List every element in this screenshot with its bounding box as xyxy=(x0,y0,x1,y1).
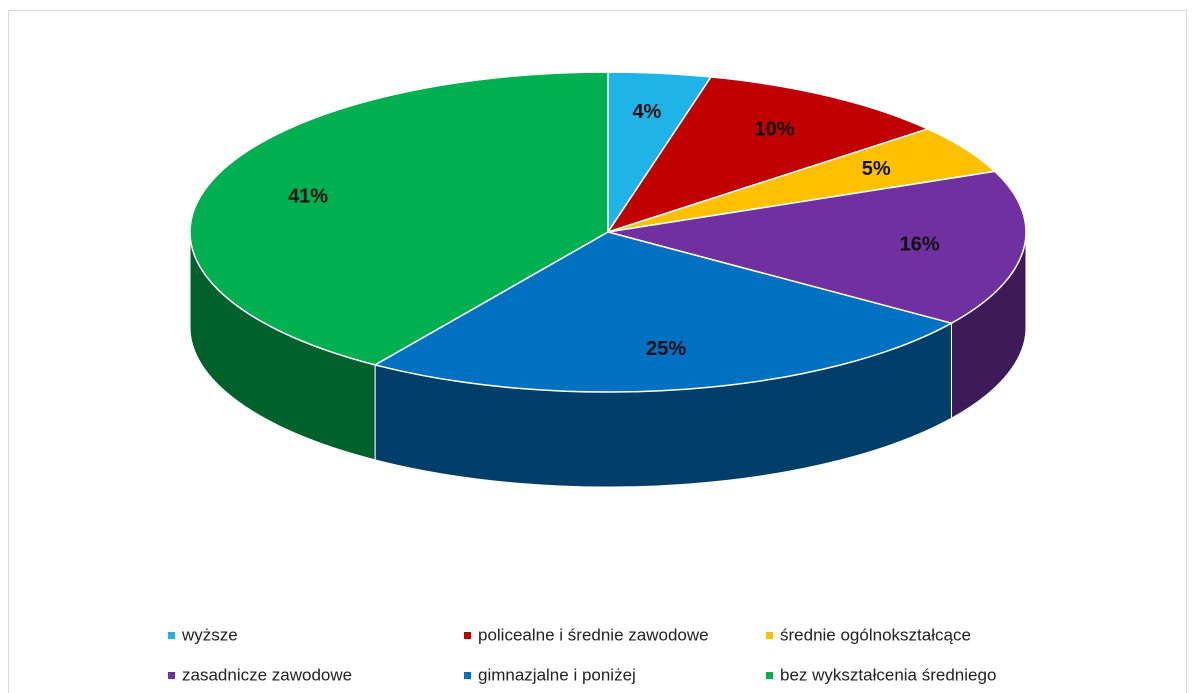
data-label: 4% xyxy=(632,101,661,123)
pie-slice xyxy=(607,170,1027,325)
legend-swatch xyxy=(766,632,773,639)
legend-label: wyższe xyxy=(181,625,238,644)
legend-swatch xyxy=(464,672,471,679)
legend-label: zasadnicze zawodowe xyxy=(182,665,352,684)
pie-slice xyxy=(373,231,954,393)
legend-swatch xyxy=(168,632,175,639)
data-label: 41% xyxy=(288,185,328,207)
pie-slice xyxy=(189,71,609,366)
pie-slice xyxy=(606,76,930,234)
legend-swatch xyxy=(766,672,773,679)
legend-label: średnie ogólnokształcące xyxy=(780,625,971,644)
legend-label: policealne i średnie zawodowe xyxy=(478,625,709,644)
data-label: 5% xyxy=(862,158,891,180)
legend-swatch xyxy=(464,632,471,639)
legend-label: gimnazjalne i poniżej xyxy=(478,665,636,684)
data-label: 25% xyxy=(646,338,686,360)
legend-swatch xyxy=(168,672,175,679)
data-label: 16% xyxy=(900,233,940,255)
data-label: 10% xyxy=(754,119,794,141)
legend-label: bez wykształcenia średniego xyxy=(780,665,996,684)
